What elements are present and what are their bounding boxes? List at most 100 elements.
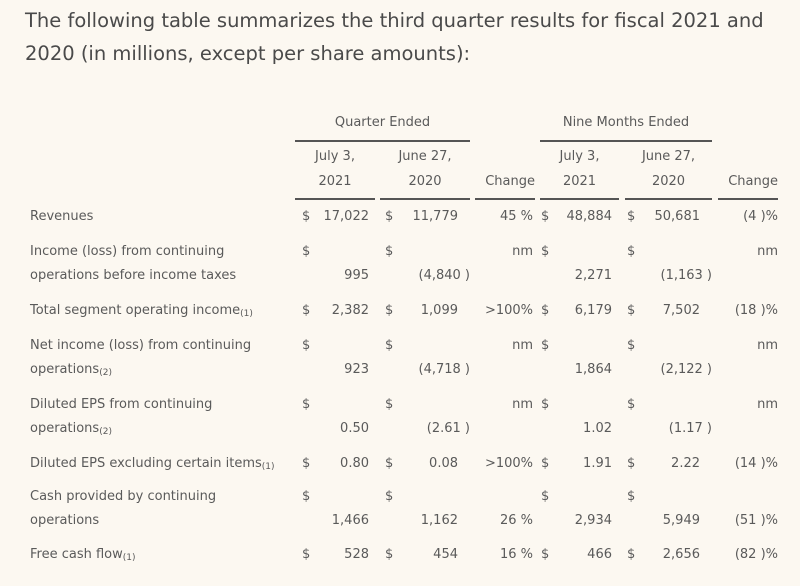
cell-value: 1,466 (331, 513, 369, 528)
cell-value: 0.08 (429, 456, 458, 471)
cell-value: 995 (344, 268, 369, 283)
cell-value: 2,656 (662, 547, 700, 562)
currency-symbol: $ (541, 209, 550, 224)
row-label: operations (30, 513, 100, 528)
column-header-line2: Change (485, 174, 535, 189)
column-header-line2: 2020 (408, 174, 442, 189)
cell-value: nm (757, 397, 778, 412)
row-label: Diluted EPS excluding certain items(1) (30, 456, 275, 472)
cell-value: (2.61 ) (426, 421, 470, 436)
currency-symbol: $ (541, 338, 550, 353)
cell-value: nm (512, 244, 533, 259)
column-header-line1: June 27, (641, 149, 696, 164)
column-header-line2: Change (728, 174, 778, 189)
cell-value: >100% (484, 303, 533, 318)
row-label: Cash provided by continuing (30, 489, 217, 504)
cell-value: (4 )% (743, 209, 778, 224)
currency-symbol: $ (541, 244, 550, 259)
currency-symbol: $ (541, 456, 550, 471)
footnote-marker: (2) (99, 427, 112, 437)
currency-symbol: $ (385, 547, 394, 562)
cell-value: (4,718 ) (418, 362, 471, 377)
currency-symbol: $ (385, 456, 394, 471)
cell-value: 2,934 (574, 513, 612, 528)
column-header-line1: June 27, (398, 149, 452, 164)
currency-symbol: $ (627, 547, 636, 562)
cell-value: 1.02 (583, 421, 612, 436)
cell-value: (14 )% (734, 456, 778, 471)
currency-symbol: $ (627, 338, 636, 353)
cell-value: 454 (433, 547, 458, 562)
cell-value: 0.50 (340, 421, 369, 436)
row-label: operations(2) (30, 421, 112, 437)
currency-symbol: $ (302, 547, 311, 562)
row-label: Total segment operating income(1) (30, 303, 253, 319)
column-header-rule (295, 198, 375, 200)
cell-value: 0.80 (340, 456, 369, 471)
footnote-marker: (2) (99, 368, 112, 378)
cell-value: 50,681 (654, 209, 701, 224)
row-label: Free cash flow(1) (30, 547, 136, 563)
currency-symbol: $ (385, 303, 394, 318)
group-header: Nine Months Ended (562, 115, 690, 130)
footnote-marker: (1) (122, 553, 136, 563)
cell-value: 1.91 (583, 456, 612, 471)
currency-symbol: $ (385, 209, 394, 224)
cell-value: (18 )% (734, 303, 778, 318)
currency-symbol: $ (385, 244, 394, 259)
cell-value: 466 (587, 547, 612, 562)
cell-value: 923 (344, 362, 369, 377)
row-label: operations before income taxes (30, 268, 237, 283)
column-header-rule (380, 198, 470, 200)
cell-value: nm (757, 338, 778, 353)
cell-value: (1,163 ) (660, 268, 713, 283)
column-header-line2: 2021 (318, 174, 352, 189)
cell-value: nm (512, 338, 533, 353)
currency-symbol: $ (302, 244, 311, 259)
cell-value: 2,382 (331, 303, 369, 318)
group-header: Quarter Ended (334, 115, 431, 130)
cell-value: 1,864 (574, 362, 612, 377)
column-header-rule (540, 198, 619, 200)
currency-symbol: $ (627, 303, 636, 318)
cell-value: 7,502 (662, 303, 700, 318)
intro-paragraph: The following table summarizes the third… (25, 9, 764, 65)
column-header-line2: 2021 (562, 174, 597, 189)
currency-symbol: $ (385, 397, 394, 412)
currency-symbol: $ (302, 489, 311, 504)
currency-symbol: $ (385, 338, 394, 353)
column-header-line1: July 3, (315, 149, 355, 164)
column-header-line2: 2020 (651, 174, 686, 189)
currency-symbol: $ (627, 209, 636, 224)
cell-value: (51 )% (734, 513, 778, 528)
cell-value: 48,884 (566, 209, 613, 224)
cell-value: 2,271 (574, 268, 612, 283)
cell-value: nm (512, 397, 533, 412)
column-header-line1: July 3, (559, 149, 600, 164)
currency-symbol: $ (302, 456, 311, 471)
currency-symbol: $ (627, 456, 636, 471)
cell-value: 17,022 (323, 209, 370, 224)
row-label: operations(2) (30, 362, 112, 378)
cell-value: 1,099 (420, 303, 458, 318)
currency-symbol: $ (541, 303, 550, 318)
currency-symbol: $ (627, 397, 636, 412)
cell-value: >100% (484, 456, 533, 471)
cell-value: 2.22 (671, 456, 700, 471)
currency-symbol: $ (385, 489, 394, 504)
cell-value: 45 % (499, 209, 533, 224)
currency-symbol: $ (627, 489, 636, 504)
row-label: Revenues (30, 209, 94, 224)
currency-symbol: $ (541, 397, 550, 412)
currency-symbol: $ (627, 244, 636, 259)
column-header-rule (475, 198, 535, 200)
currency-symbol: $ (302, 397, 311, 412)
cell-value: 5,949 (662, 513, 700, 528)
currency-symbol: $ (302, 303, 311, 318)
cell-value: (4,840 ) (418, 268, 471, 283)
cell-value: 16 % (499, 547, 533, 562)
group-header-rule (540, 140, 712, 142)
row-label: Net income (loss) from continuing (30, 338, 252, 353)
cell-value: 528 (344, 547, 369, 562)
cell-value: (82 )% (734, 547, 778, 562)
